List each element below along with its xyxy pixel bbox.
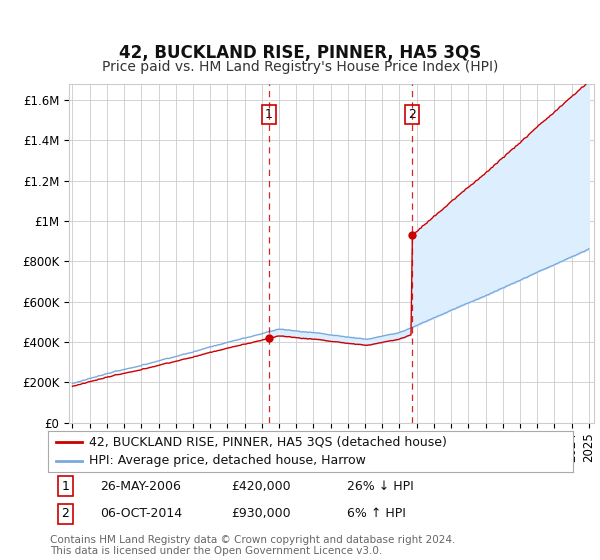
Text: 06-OCT-2014: 06-OCT-2014	[101, 507, 182, 520]
Text: 26-MAY-2006: 26-MAY-2006	[101, 480, 181, 493]
Text: HPI: Average price, detached house, Harrow: HPI: Average price, detached house, Harr…	[89, 454, 366, 467]
Text: 1: 1	[61, 480, 69, 493]
Text: £420,000: £420,000	[232, 480, 292, 493]
Text: 2: 2	[409, 108, 416, 121]
Text: 42, BUCKLAND RISE, PINNER, HA5 3QS: 42, BUCKLAND RISE, PINNER, HA5 3QS	[119, 44, 481, 62]
Text: Price paid vs. HM Land Registry's House Price Index (HPI): Price paid vs. HM Land Registry's House …	[102, 60, 498, 74]
Text: 42, BUCKLAND RISE, PINNER, HA5 3QS (detached house): 42, BUCKLAND RISE, PINNER, HA5 3QS (deta…	[89, 436, 447, 449]
Text: 6% ↑ HPI: 6% ↑ HPI	[347, 507, 406, 520]
Text: Contains HM Land Registry data © Crown copyright and database right 2024.
This d: Contains HM Land Registry data © Crown c…	[50, 535, 455, 556]
Text: 26% ↓ HPI: 26% ↓ HPI	[347, 480, 414, 493]
Text: 1: 1	[265, 108, 273, 121]
Text: 2: 2	[61, 507, 69, 520]
Text: £930,000: £930,000	[232, 507, 292, 520]
